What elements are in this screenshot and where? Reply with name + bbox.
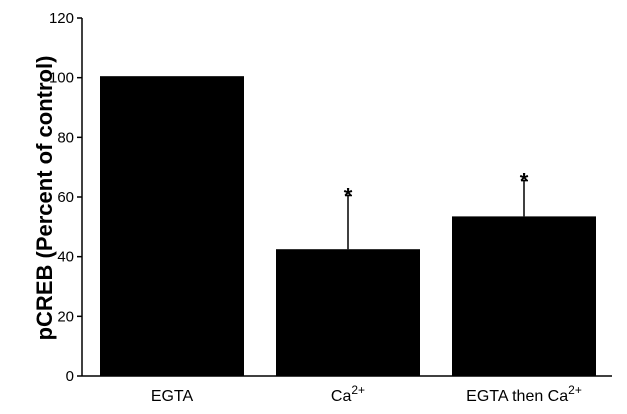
- y-tick-label: 0: [66, 368, 74, 385]
- y-axis-title-group: pCREB (Percent of control): [32, 56, 57, 341]
- x-category-label: EGTA then Ca2+: [466, 383, 582, 405]
- y-tick-label: 100: [49, 70, 74, 87]
- y-tick-label: 40: [57, 249, 74, 266]
- y-tick-label: 20: [57, 308, 74, 325]
- bar: [276, 249, 420, 376]
- significance-asterisk: *: [344, 184, 353, 209]
- bar: [100, 76, 244, 377]
- x-category-label-superscript: 2+: [351, 383, 365, 397]
- x-category-label-superscript: 2+: [568, 383, 582, 397]
- significance-asterisk: *: [520, 169, 529, 194]
- y-tick-label: 80: [57, 129, 74, 146]
- x-category-label: EGTA: [151, 388, 194, 405]
- significance-markers: **: [344, 169, 529, 209]
- y-tick-label: 60: [57, 189, 74, 206]
- y-axis-title: pCREB (Percent of control): [32, 56, 57, 341]
- y-tick-label: 120: [49, 10, 74, 27]
- x-axis-labels: EGTA Ca2+ EGTA then Ca2+: [151, 383, 582, 405]
- error-bars: [345, 179, 528, 250]
- y-axis-ticks: 0 20 40 60 80 100 120: [49, 10, 82, 385]
- bar: [452, 216, 596, 376]
- x-category-label-base: EGTA then Ca: [466, 388, 568, 405]
- x-category-label-base: Ca: [331, 388, 352, 405]
- bars: [100, 76, 596, 377]
- x-category-label: Ca2+: [331, 383, 365, 405]
- x-category-label-base: EGTA: [151, 388, 194, 405]
